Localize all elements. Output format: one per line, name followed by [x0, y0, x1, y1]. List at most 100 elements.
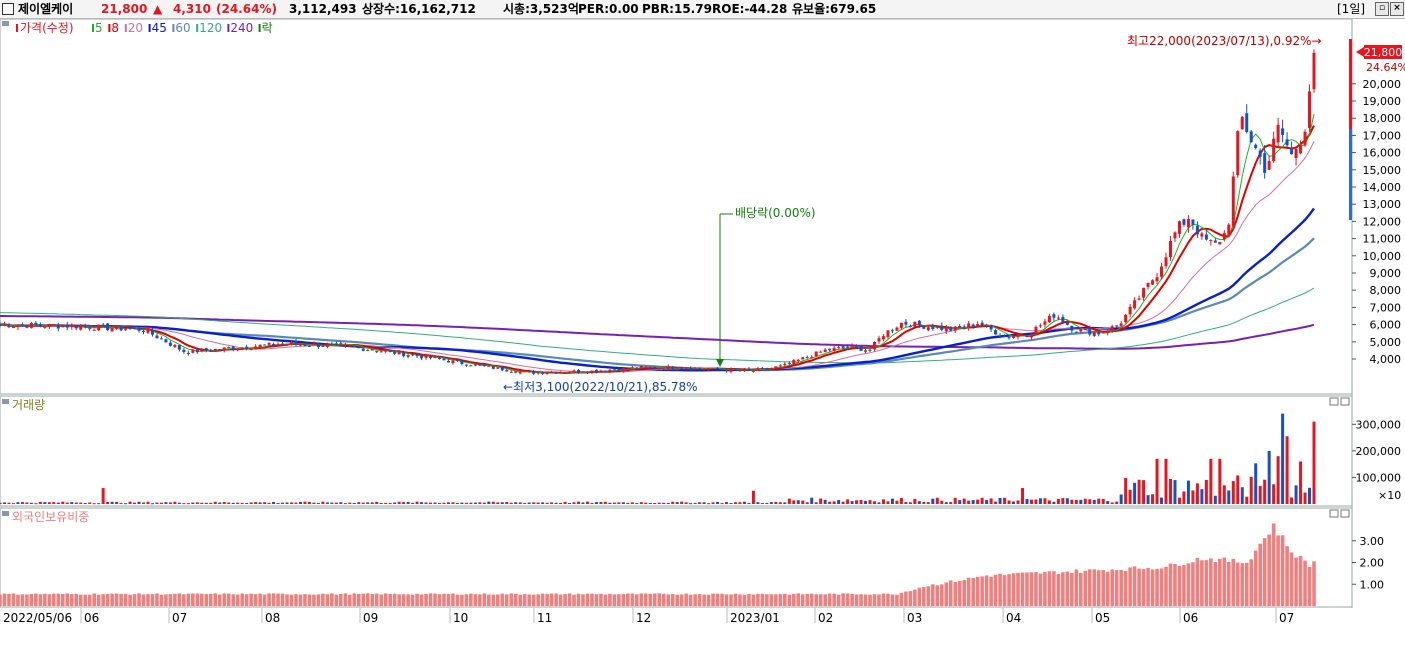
legend-swatch	[227, 24, 230, 32]
volume-bar	[2, 502, 6, 504]
candle-body	[518, 371, 522, 374]
volume-bar	[420, 502, 424, 504]
candle-body	[451, 360, 455, 364]
foreign-bar	[132, 594, 137, 606]
candle-body	[478, 364, 482, 366]
candle-body	[1236, 131, 1240, 176]
volume-bar	[1034, 499, 1038, 504]
select-checkbox[interactable]	[2, 3, 14, 15]
foreign-bar	[518, 594, 523, 606]
candle-body	[1204, 234, 1208, 240]
foreign-bar	[1253, 550, 1258, 606]
price-tick-label: 6,000	[1370, 319, 1402, 332]
candle-body	[675, 369, 679, 371]
foreign-panel-buttons[interactable]	[1329, 509, 1350, 518]
foreign-bar	[455, 594, 460, 606]
volume-bar	[532, 502, 536, 504]
foreign-bar	[128, 594, 132, 606]
volume-bar	[751, 490, 755, 504]
candle-body	[976, 324, 980, 327]
foreign-bar	[1061, 572, 1065, 606]
foreign-bar	[69, 594, 74, 606]
volume-panel-buttons[interactable]	[1329, 397, 1350, 406]
foreign-bar	[451, 593, 455, 606]
volume-bar	[913, 498, 917, 504]
foreign-bar	[939, 584, 944, 606]
candle-body	[554, 372, 558, 374]
volume-panel-frame	[0, 395, 1353, 507]
volume-bar	[424, 502, 428, 504]
volume-bar	[402, 502, 406, 504]
volume-bar	[429, 502, 433, 504]
candle-body	[294, 341, 298, 345]
volume-bar	[316, 502, 320, 504]
candle-body	[11, 326, 15, 328]
foreign-bar	[832, 593, 836, 606]
foreign-bar	[141, 594, 146, 606]
foreign-bar	[1177, 565, 1182, 606]
foreign-bar	[765, 594, 769, 606]
foreign-bar	[962, 580, 966, 606]
foreign-bar	[688, 594, 693, 606]
volume-bar	[1047, 500, 1051, 504]
volume-bar	[774, 501, 778, 504]
volume-bar	[1231, 481, 1235, 504]
volume-bar	[56, 502, 60, 504]
foreign-bar	[1065, 571, 1070, 606]
foreign-bar	[599, 593, 603, 606]
foreign-bar	[536, 594, 540, 606]
volume-bar	[1168, 478, 1172, 504]
foreign-bar	[16, 594, 20, 606]
candle-body	[200, 348, 204, 352]
panel-menu-icon[interactable]	[2, 21, 9, 26]
foreign-bar	[742, 594, 747, 606]
period-selector[interactable]: [1일]	[1337, 2, 1366, 16]
foreign-bar	[321, 593, 325, 606]
candle-body	[290, 342, 294, 344]
volume-bar	[509, 502, 513, 504]
candle-body	[787, 363, 791, 365]
volume-bar	[1245, 496, 1249, 504]
foreign-bar	[491, 594, 496, 606]
foreign-bar	[1209, 558, 1213, 606]
candle-body	[563, 372, 567, 374]
foreign-bar	[729, 594, 733, 606]
candle-body	[473, 364, 477, 366]
close-icon[interactable]: ×	[1390, 2, 1404, 16]
candle-body	[1101, 332, 1105, 334]
foreign-bar	[96, 594, 101, 606]
candle-body	[935, 326, 939, 328]
panel-menu-icon[interactable]	[2, 399, 9, 404]
volume-bar	[1299, 461, 1303, 504]
volume-bar	[805, 502, 809, 504]
foreign-bar	[796, 593, 801, 606]
price-y-axis: 20,000 19,000 18,000 17,000 16,000 15,000 14,0…	[1352, 78, 1401, 366]
foreign-bar	[146, 594, 150, 606]
volume-bar	[1070, 499, 1074, 504]
candle-body	[339, 343, 343, 345]
foreign-bar	[769, 594, 774, 606]
volume-bar	[747, 502, 751, 504]
foreign-bar	[186, 593, 191, 606]
volume-bar	[783, 502, 787, 504]
candle-body	[1106, 331, 1110, 333]
volume-bar	[101, 488, 105, 504]
candle-body	[698, 368, 702, 370]
candle-body	[599, 370, 603, 373]
candle-body	[357, 347, 361, 349]
volume-bar	[446, 502, 450, 504]
candle-body	[159, 338, 163, 340]
candle-body	[536, 372, 540, 374]
candle-body	[1272, 138, 1276, 162]
volume-bar	[142, 502, 146, 504]
candle-body	[1133, 300, 1137, 309]
volume-bar	[182, 503, 186, 505]
candle-body	[648, 367, 652, 369]
restore-icon[interactable]: ▫	[1375, 2, 1389, 16]
candle-body	[491, 366, 495, 369]
candle-body	[1016, 334, 1020, 337]
panel-menu-icon[interactable]	[2, 511, 9, 516]
foreign-bar	[356, 593, 361, 606]
volume-bar	[859, 499, 863, 504]
volume-bar	[29, 502, 33, 504]
